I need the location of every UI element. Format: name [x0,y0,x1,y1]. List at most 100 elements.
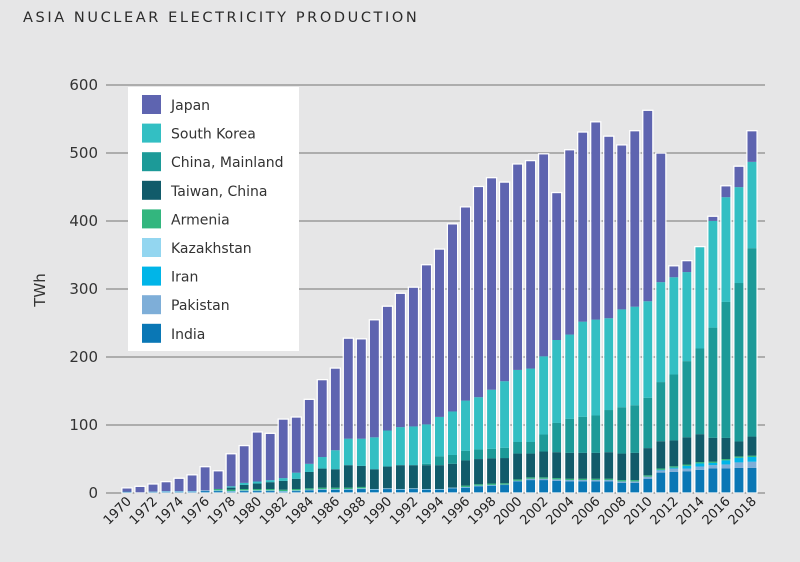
bar-segment [304,489,314,491]
bar-segment [513,480,523,482]
x-tick-label: 2014 [674,494,708,528]
x-tick-label: 2006 [570,494,604,528]
bar-segment [474,449,484,460]
bar-segment [682,471,692,493]
bar-segment [317,488,327,490]
bar-segment [721,197,731,302]
bar-segment [656,282,666,383]
bar-segment [604,480,614,482]
bar-segment [474,485,484,487]
bar-segment [604,452,614,479]
bar-segment [239,482,249,485]
bar-stack [642,109,654,494]
bar-segment [474,459,484,485]
bar-stack [537,153,550,494]
bar-segment [278,419,288,479]
bar-outline [485,177,498,494]
bar-stack [694,245,706,494]
bar-segment [317,487,327,489]
bar-segment [265,488,275,491]
bar-stack [746,130,758,494]
bar-segment [461,450,471,461]
bar-segment [734,457,744,463]
bar-segment [382,488,392,489]
bar-segment [161,491,171,493]
bar-segment [630,480,640,482]
bar-segment [721,459,731,461]
bar-segment [747,131,757,162]
bar-segment [343,487,353,489]
x-tick-label: 2000 [491,494,525,528]
bar-segment [122,491,132,493]
x-tick-label: 1990 [361,494,395,528]
bar-segment [434,489,444,493]
bar-segment [565,478,575,481]
bar-segment [239,488,249,491]
bar-segment [252,490,262,492]
bar-segment [252,488,262,491]
bar-segment [669,467,679,469]
bar-segment [395,488,405,490]
bar-segment [552,452,562,479]
bar-segment [369,489,379,490]
bar-segment [552,193,562,340]
bar-segment [474,397,484,450]
bar-stack [264,432,276,494]
bar-outline [642,109,654,494]
bar-segment [343,465,353,488]
bar-stack [277,418,289,494]
bar-segment [461,487,471,493]
bar-segment [578,481,588,493]
bar-outline [616,144,628,494]
bar-segment [487,485,497,493]
bar-stack [225,453,237,494]
bar-outline [446,223,459,494]
bar-stack [550,191,563,494]
bar-segment [487,483,497,485]
bar-outline [277,418,289,494]
bar-segment [695,466,705,470]
bar-segment [330,489,340,493]
bar-segment [343,438,353,466]
y-tick-label: 100 [69,416,98,434]
bar-outline [342,337,355,494]
bar-outline [433,248,446,494]
bar-segment [617,453,627,481]
bar-segment [604,481,614,493]
bar-segment [265,490,275,493]
bar-segment [539,434,549,452]
bar-segment [682,465,692,469]
bar-outline [746,130,758,494]
bar-outline [303,398,315,494]
bar-segment [487,448,497,459]
bar-segment [434,456,444,466]
bar-segment [252,490,262,493]
bar-segment [343,489,353,493]
bar-segment [174,478,184,492]
bar-outline [681,259,693,494]
bar-segment [421,463,431,466]
bar-segment [174,491,184,493]
bar-segment [565,150,575,335]
bar-outline [251,431,263,494]
bar-segment [382,430,392,467]
bar-segment [734,456,744,458]
bar-segment [539,478,549,481]
bar-stack [720,185,732,494]
bar-stack [616,144,628,494]
y-axis: 0 100 200 300 400 500 600 [69,76,98,502]
bar-segment [487,178,497,390]
bar-segment [304,490,314,491]
bar-segment [434,416,444,457]
bar-segment [695,434,705,463]
bar-segment [669,468,679,472]
bar-segment [747,467,757,493]
y-tick-label: 0 [88,484,98,502]
bar-outline [537,153,550,494]
bar-outline [420,264,433,494]
bar-stack [707,215,719,494]
bar-segment [539,154,549,357]
bar-outline [160,480,172,494]
bar-segment [421,489,431,490]
